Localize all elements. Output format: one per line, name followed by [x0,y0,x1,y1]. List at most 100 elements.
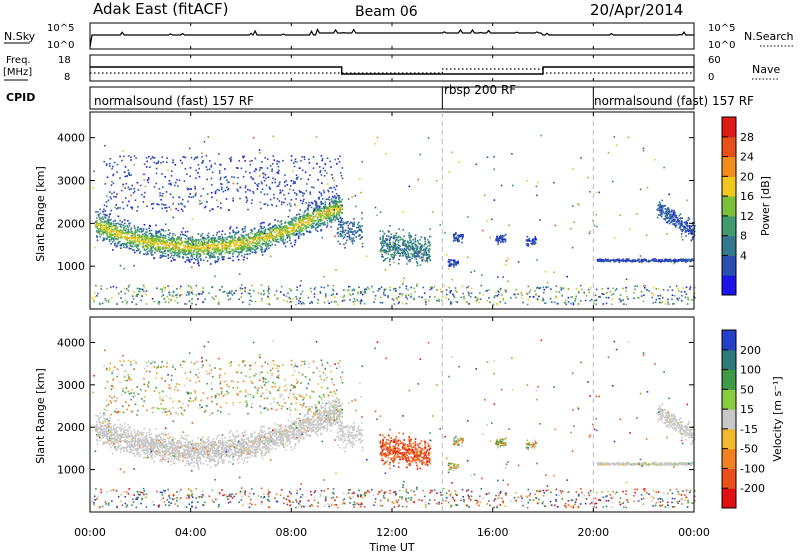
power-point-4600 [299,297,301,299]
power-point-4898 [448,286,450,289]
power-point-3155 [397,247,400,250]
power-point-4688 [368,288,371,290]
power-point-2189 [253,238,255,240]
power-point-1225 [311,222,314,225]
power-point-4556 [515,288,517,291]
power-point-3685 [673,209,675,212]
power-point-4925 [463,295,465,298]
power-point-2417 [330,209,333,211]
power-point-2632 [283,201,285,204]
power-point-3514 [394,254,396,256]
power-point-3595 [347,229,349,232]
power-point-3016 [293,165,296,168]
power-point-1091 [225,245,228,248]
power-point-4697 [195,303,197,306]
power-point-1100 [163,255,165,257]
power-point-1939 [135,231,137,234]
power-point-2779 [211,171,214,174]
power-scatter [91,134,696,306]
power-point-2903 [236,182,239,185]
power-point-2259 [282,236,284,238]
power-point-3991 [641,258,643,261]
power-point-2961 [292,182,295,185]
power-point-4170 [453,233,455,236]
power-point-1367 [324,206,327,208]
power-point-2388 [232,252,235,254]
power-point-2295 [173,251,176,254]
power-point-1327 [269,241,272,243]
power-point-1993 [267,243,270,245]
power-point-2696 [133,190,136,193]
power-point-4732 [188,293,190,296]
power-point-3379 [408,234,410,237]
power-point-4163 [453,238,456,240]
power-point-2318 [212,256,215,258]
power-point-144 [327,198,329,200]
power-point-2445 [246,253,248,256]
power-point-4690 [398,301,401,303]
power-point-2357 [212,251,215,254]
power-point-2554 [115,245,118,248]
power-point-2307 [154,235,156,237]
power-point-2176 [307,219,310,222]
power-point-2258 [211,236,213,239]
power-point-2262 [258,239,261,241]
power-point-2201 [323,221,326,224]
power-point-4672 [493,296,496,299]
power-point-3475 [406,245,408,248]
power-point-2515 [307,226,310,229]
power-point-1960 [334,205,336,208]
power-point-4473 [480,284,483,287]
power-point-4846 [693,292,696,294]
power-point-3811 [660,210,663,212]
power-point-1907 [313,211,315,213]
power-point-4617 [263,293,265,296]
power-point-4877 [127,286,130,288]
power-point-3513 [427,250,430,252]
power-point-71 [335,215,338,218]
power-point-3819 [665,210,667,213]
power-point-3027 [276,163,278,165]
power-point-4236 [526,235,529,238]
power-point-2284 [258,237,260,240]
power-point-4604 [607,296,610,299]
power-point-2472 [189,242,191,245]
power-point-3585 [353,222,356,224]
power-point-4285 [453,260,455,263]
power-point-2993 [280,203,283,206]
power-point-927 [228,236,231,238]
power-point-3089 [160,199,162,201]
power-point-4408 [124,299,127,302]
power-point-1991 [132,242,134,244]
power-point-3854 [680,221,683,224]
power-point-4218 [495,238,497,241]
power-point-4559 [314,286,317,289]
power-point-3309 [411,257,413,260]
power-point-3902 [666,258,668,261]
power-point-4583 [269,288,271,290]
freq-label-2: [MHz] [3,67,32,78]
power-point-1879 [181,240,184,243]
power-point-4445 [244,288,246,291]
power-point-2634 [157,160,160,163]
power-point-1224 [218,257,220,260]
power-point-1862 [228,247,231,250]
power-point-2212 [150,237,153,239]
power-point-2124 [304,225,306,228]
power-point-2508 [271,234,273,236]
power-point-4190 [497,238,499,241]
power-point-3052 [164,176,166,178]
power-point-2853 [189,167,192,169]
power-point-322 [151,250,154,252]
power-point-1134 [253,227,256,230]
power-point-3329 [401,254,404,257]
power-point-4269 [457,262,459,265]
power-point-4312 [112,285,115,288]
power-point-1911 [187,245,189,248]
power-point-2154 [260,250,263,252]
power-point-941 [326,226,328,228]
power-point-4562 [469,296,472,298]
power-point-3201 [419,239,421,241]
power-point-4463 [191,290,193,292]
power-point-1843 [151,240,154,242]
